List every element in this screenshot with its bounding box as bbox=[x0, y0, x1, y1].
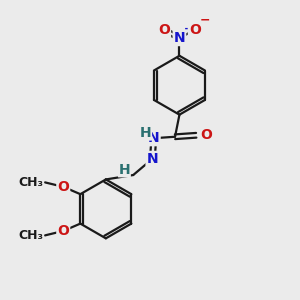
Text: N: N bbox=[174, 31, 185, 45]
Text: H: H bbox=[118, 163, 130, 177]
Text: O: O bbox=[158, 23, 170, 37]
Text: O: O bbox=[57, 180, 69, 194]
Text: +: + bbox=[184, 24, 193, 34]
Text: CH₃: CH₃ bbox=[19, 229, 44, 242]
Text: N: N bbox=[146, 152, 158, 166]
Text: N: N bbox=[148, 131, 160, 145]
Text: CH₃: CH₃ bbox=[19, 176, 44, 189]
Text: H: H bbox=[140, 126, 152, 140]
Text: −: − bbox=[200, 14, 210, 27]
Text: O: O bbox=[57, 224, 69, 238]
Text: O: O bbox=[201, 128, 212, 142]
Text: O: O bbox=[189, 23, 201, 37]
